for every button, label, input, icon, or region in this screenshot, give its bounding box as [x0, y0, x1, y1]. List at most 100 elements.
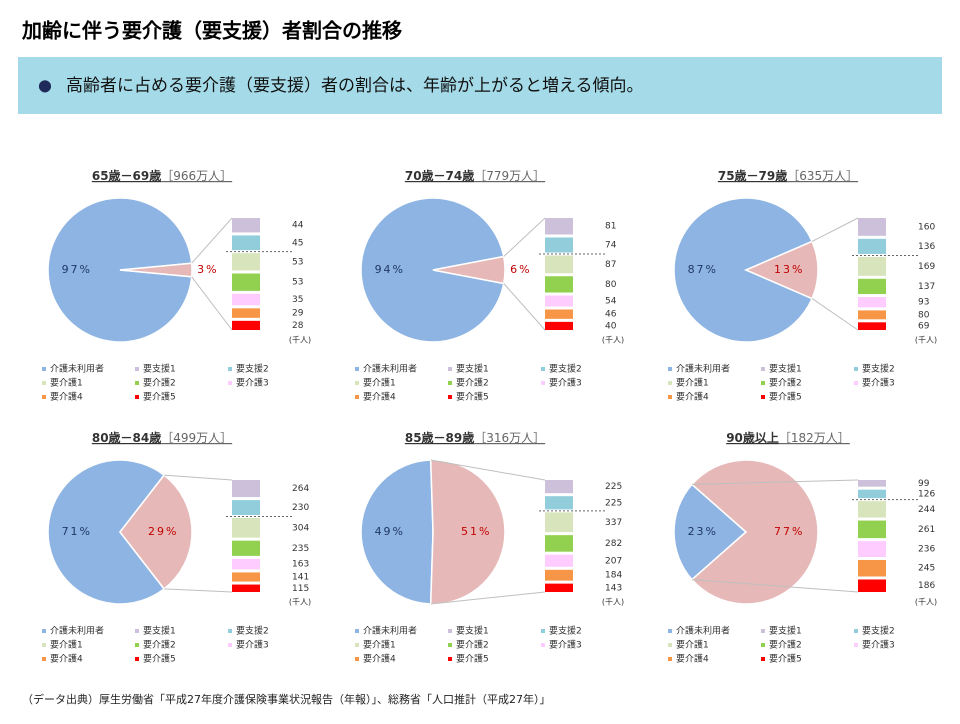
- legend-marker: [668, 629, 672, 633]
- connector: [164, 474, 233, 481]
- breakdown-label: 137: [918, 282, 935, 292]
- pie-slice: [47, 459, 166, 605]
- legend-label: 要介護2: [456, 377, 489, 389]
- unit-label: (千人): [289, 335, 311, 345]
- unit-label: (千人): [915, 597, 937, 607]
- legend-marker: [228, 367, 232, 371]
- breakdown-label: 87: [605, 260, 616, 270]
- legend-marker: [668, 395, 672, 399]
- legend-marker: [854, 367, 858, 371]
- legend-marker: [42, 657, 46, 661]
- legend-label: 要介護2: [143, 639, 176, 651]
- breakdown-segment: [545, 321, 573, 330]
- legend-marker: [228, 629, 232, 633]
- legend-label: 介護未利用者: [50, 625, 104, 637]
- chart-title-main: 70歳－74歳: [405, 168, 474, 183]
- pie-label: 71%: [62, 525, 92, 538]
- breakdown-label: 136: [918, 242, 935, 252]
- breakdown-segment: [545, 569, 573, 581]
- legend-marker: [135, 629, 139, 633]
- pie-slice: [360, 197, 505, 343]
- breakdown-label: 169: [918, 262, 935, 272]
- legend-label: 要介護4: [676, 391, 709, 403]
- breakdown-label: 74: [605, 241, 617, 251]
- legend-marker: [135, 657, 139, 661]
- pie-label: 97%: [62, 263, 92, 276]
- legend-label: 要支援2: [236, 363, 269, 375]
- breakdown-segment: [232, 517, 260, 538]
- breakdown-label: 261: [918, 525, 935, 535]
- breakdown-segment: [545, 255, 573, 274]
- legend-marker: [42, 643, 46, 647]
- breakdown-label: 46: [605, 310, 617, 320]
- breakdown-label: 93: [918, 298, 929, 308]
- breakdown-label: 245: [918, 564, 935, 574]
- legend-marker: [761, 381, 765, 385]
- breakdown-label: 80: [918, 310, 930, 320]
- connector: [191, 276, 233, 331]
- breakdown-segment: [858, 579, 886, 592]
- legend-marker: [541, 629, 545, 633]
- legend-label: 要介護4: [363, 653, 396, 665]
- legend-marker: [761, 367, 765, 371]
- breakdown-label: 235: [292, 544, 309, 554]
- legend-label: 要介護1: [363, 377, 396, 389]
- pie-slice: [119, 262, 193, 278]
- chart-title: 85歳－89歳［316万人］: [405, 430, 545, 445]
- legend-marker: [355, 643, 359, 647]
- breakdown-segment: [858, 297, 886, 308]
- legend-label: 要介護4: [363, 391, 396, 403]
- pie-label: 77%: [774, 525, 804, 538]
- breakdown-segment: [232, 235, 260, 251]
- breakdown-segment: [232, 273, 260, 291]
- breakdown-label: 40: [605, 321, 617, 331]
- pie-label: 6%: [510, 263, 531, 276]
- pie-label: 29%: [148, 525, 178, 538]
- legend-marker: [42, 629, 46, 633]
- pie-label: 13%: [774, 263, 804, 276]
- legend-label: 要支援2: [236, 625, 269, 637]
- legend-marker: [854, 381, 858, 385]
- breakdown-label: 244: [918, 505, 935, 515]
- slide-title: 加齢に伴う要介護（要支援）者割合の推移: [21, 19, 402, 43]
- breakdown-segment: [545, 480, 573, 494]
- legend-marker: [541, 381, 545, 385]
- breakdown-segment: [858, 256, 886, 276]
- breakdown-label: 53: [292, 257, 303, 267]
- breakdown-label: 99: [918, 479, 930, 489]
- legend-marker: [135, 395, 139, 399]
- legend-label: 要介護1: [363, 639, 396, 651]
- breakdown-segment: [858, 541, 886, 557]
- chart-subtitle: ［966万人］: [161, 169, 232, 183]
- breakdown-segment: [232, 293, 260, 306]
- chart-title-main: 80歳－84歳: [92, 430, 161, 445]
- breakdown-label: 337: [605, 518, 622, 528]
- legend-label: 介護未利用者: [676, 363, 730, 375]
- legend-label: 要介護5: [143, 653, 176, 665]
- legend-label: 要支援1: [769, 625, 802, 637]
- legend-marker: [854, 643, 858, 647]
- connector: [503, 217, 546, 257]
- legend-label: 介護未利用者: [676, 625, 730, 637]
- legend-label: 要支援2: [549, 625, 582, 637]
- pie-label: 87%: [688, 263, 718, 276]
- legend-marker: [541, 367, 545, 371]
- pie-slice: [360, 459, 434, 605]
- chart-subtitle: ［499万人］: [161, 431, 232, 445]
- breakdown-segment: [545, 512, 573, 533]
- unit-label: (千人): [602, 335, 624, 345]
- breakdown-segment: [545, 218, 573, 235]
- chart-title: 75歳－79歳［635万人］: [718, 168, 858, 183]
- breakdown-label: 264: [292, 484, 309, 494]
- breakdown-label: 28: [292, 321, 304, 331]
- breakdown-label: 207: [605, 556, 622, 566]
- legend-label: 要支援1: [456, 625, 489, 637]
- legend-label: 要介護1: [50, 377, 83, 389]
- breakdown-segment: [232, 218, 260, 233]
- pie-slice: [673, 483, 748, 581]
- connector: [811, 217, 859, 242]
- breakdown-segment: [232, 540, 260, 556]
- connector: [691, 479, 859, 485]
- pie-slice: [690, 459, 819, 605]
